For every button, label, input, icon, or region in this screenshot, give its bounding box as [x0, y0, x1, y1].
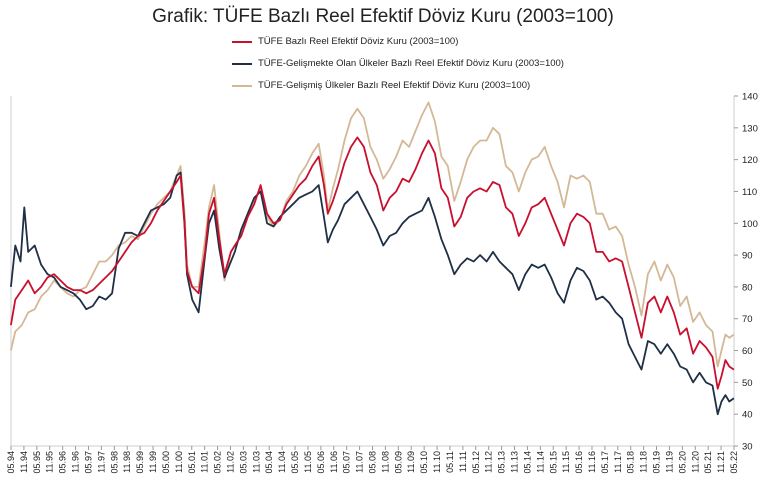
x-tick-label-05.06: 05.06	[316, 451, 326, 474]
x-tick-label-05.15: 05.15	[548, 451, 558, 474]
y-tick-label-90: 90	[742, 251, 753, 262]
x-tick-label-11.11: 11.11	[458, 451, 468, 472]
legend-label-emerging: TÜFE-Gelişmekte Olan Ülkeler Bazlı Reel …	[258, 58, 564, 69]
x-tick-label-11.99: 11.99	[148, 451, 158, 473]
x-tick-label-11.13: 11.13	[510, 451, 520, 473]
y-tick-label-140: 140	[742, 92, 758, 103]
y-tick-label-130: 130	[742, 123, 758, 134]
y-tick-label-110: 110	[742, 187, 757, 198]
x-tick-label-11.94: 11.94	[19, 451, 29, 473]
legend-swatch-emerging	[232, 63, 252, 65]
x-tick-label-05.13: 05.13	[497, 451, 507, 474]
series-line-1	[10, 171, 735, 416]
x-tick-label-05.16: 05.16	[574, 451, 584, 474]
x-tick-label-11.09: 11.09	[406, 451, 416, 473]
x-tick-label-11.10: 11.10	[432, 451, 442, 473]
x-tick-label-05.18: 05.18	[626, 451, 636, 474]
x-tick-label-11.05: 11.05	[303, 451, 313, 473]
chart-title: Grafik: TÜFE Bazlı Reel Efektif Döviz Ku…	[152, 6, 614, 27]
x-tick-label-05.99: 05.99	[135, 451, 145, 474]
y-tick-label-70: 70	[742, 314, 753, 325]
x-tick-label-05.08: 05.08	[368, 451, 378, 474]
x-tick-label-05.20: 05.20	[677, 451, 687, 474]
x-tick-label-11.00: 11.00	[174, 451, 184, 473]
y-tick-label-60: 60	[742, 346, 753, 357]
x-tick-label-11.19: 11.19	[664, 451, 674, 473]
legend-label-developed: TÜFE-Gelişmiş Ülkeler Bazlı Reel Efektif…	[258, 80, 531, 91]
legend-swatch-developed	[232, 85, 252, 87]
x-tick-label-11.95: 11.95	[45, 451, 55, 473]
x-tick-label-05.21: 05.21	[703, 451, 713, 474]
x-tick-label-05.22: 05.22	[729, 451, 739, 474]
x-tick-label-05.98: 05.98	[109, 451, 119, 474]
legend-swatch-tufe	[232, 41, 252, 43]
x-tick-label-11.97: 11.97	[96, 451, 106, 473]
x-tick-label-05.14: 05.14	[522, 451, 532, 474]
y-tick-label-100: 100	[742, 219, 758, 230]
x-tick-label-05.03: 05.03	[238, 451, 248, 474]
x-tick-label-05.10: 05.10	[419, 451, 429, 474]
x-tick-label-05.02: 05.02	[213, 451, 223, 474]
x-tick-label-11.01: 11.01	[200, 451, 210, 473]
y-tick-label-50: 50	[742, 378, 753, 389]
y-tick-label-80: 80	[742, 282, 753, 293]
x-tick-label-11.96: 11.96	[71, 451, 81, 473]
x-tick-label-11.98: 11.98	[122, 451, 132, 473]
x-tick-label-05.94: 05.94	[6, 451, 16, 474]
y-tick-label-30: 30	[742, 442, 753, 453]
y-tick-label-120: 120	[742, 155, 758, 166]
x-tick-label-05.96: 05.96	[58, 451, 68, 474]
x-tick-label-05.05: 05.05	[290, 451, 300, 474]
x-tick-label-11.03: 11.03	[251, 451, 261, 473]
x-tick-label-11.20: 11.20	[690, 451, 700, 473]
x-tick-label-05.04: 05.04	[264, 451, 274, 474]
x-tick-label-11.17: 11.17	[613, 451, 623, 473]
series-line-2	[10, 101, 735, 368]
x-tick-label-05.97: 05.97	[83, 451, 93, 474]
y-tick-label-40: 40	[742, 410, 753, 421]
x-tick-label-11.21: 11.21	[716, 451, 726, 473]
x-tick-label-11.07: 11.07	[355, 451, 365, 473]
x-tick-label-05.19: 05.19	[652, 451, 662, 474]
x-tick-label-11.08: 11.08	[380, 451, 390, 473]
x-tick-label-11.14: 11.14	[535, 451, 545, 473]
x-tick-label-05.00: 05.00	[161, 451, 171, 474]
x-tick-label-05.95: 05.95	[32, 451, 42, 474]
x-tick-label-05.17: 05.17	[600, 451, 610, 474]
legend-label-tufe: TÜFE Bazlı Reel Efektif Döviz Kuru (2003…	[258, 36, 459, 47]
x-tick-label-05.12: 05.12	[471, 451, 481, 474]
x-tick-label-11.12: 11.12	[484, 451, 494, 473]
x-tick-label-11.16: 11.16	[587, 451, 597, 473]
x-tick-label-11.15: 11.15	[561, 451, 571, 473]
series-line-0	[10, 136, 735, 390]
x-tick-label-11.02: 11.02	[225, 451, 235, 473]
x-tick-label-11.18: 11.18	[639, 451, 649, 473]
x-tick-label-05.01: 05.01	[187, 451, 197, 474]
x-tick-label-05.09: 05.09	[393, 451, 403, 474]
x-tick-label-11.04: 11.04	[277, 451, 287, 473]
x-tick-label-11.06: 11.06	[329, 451, 339, 473]
x-tick-label-05.07: 05.07	[342, 451, 352, 474]
x-tick-label-05.11: 05.11	[445, 451, 455, 473]
